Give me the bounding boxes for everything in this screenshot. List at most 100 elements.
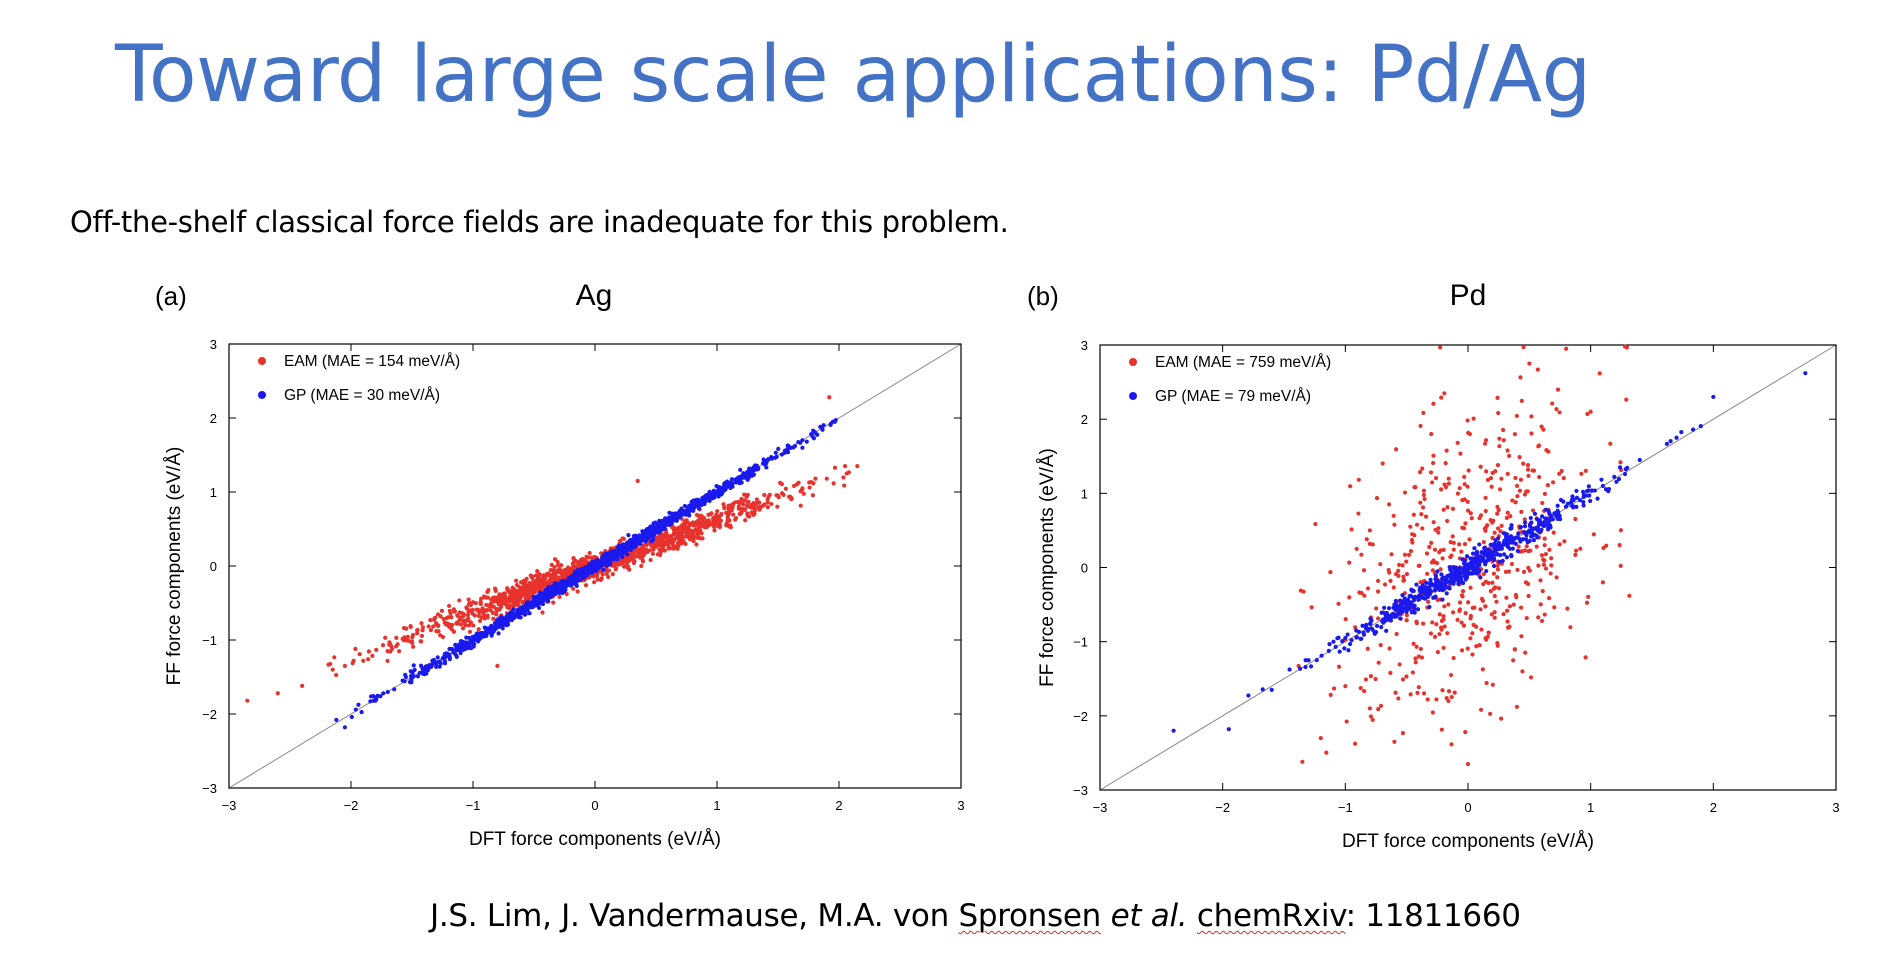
data-point <box>743 518 748 523</box>
data-point <box>1439 618 1445 624</box>
data-point <box>1465 571 1471 577</box>
data-point <box>1360 623 1365 628</box>
data-point <box>551 600 556 605</box>
data-point <box>475 639 481 644</box>
data-point <box>744 494 749 499</box>
data-point <box>1484 680 1489 686</box>
data-point <box>326 662 331 667</box>
data-point <box>517 584 522 590</box>
data-point <box>1597 371 1602 376</box>
data-point <box>1226 727 1231 732</box>
data-point <box>547 588 552 593</box>
data-point <box>638 553 643 558</box>
data-point <box>1415 607 1421 612</box>
data-point <box>1501 438 1506 443</box>
data-point <box>1449 694 1454 700</box>
data-point <box>447 657 452 662</box>
data-point <box>1527 361 1532 366</box>
data-point <box>625 552 630 557</box>
data-point <box>1412 485 1417 490</box>
data-point <box>1336 664 1342 669</box>
series-eam <box>1296 344 1632 767</box>
data-point <box>403 672 408 677</box>
data-point <box>1495 643 1500 648</box>
data-point <box>476 627 481 632</box>
data-point <box>1512 432 1518 437</box>
data-point <box>1541 562 1546 567</box>
data-point <box>1477 542 1482 547</box>
data-point <box>1505 510 1510 515</box>
chart-panel-ag: −3 −2 −1 0 1 2 3 −3 −2 −1 0 1 2 3 (a) Ag DFT force compo… <box>155 279 965 850</box>
data-point <box>1459 648 1465 653</box>
data-point <box>1569 497 1575 502</box>
data-point <box>606 574 611 580</box>
data-point <box>693 528 699 533</box>
data-point <box>1491 557 1497 562</box>
data-point <box>361 658 366 663</box>
data-point <box>448 611 453 616</box>
data-point <box>507 597 512 602</box>
data-point <box>551 574 557 579</box>
data-point <box>546 584 551 589</box>
data-point <box>587 565 592 570</box>
data-point <box>1318 735 1323 741</box>
data-point <box>1481 582 1486 587</box>
data-point <box>1495 536 1501 541</box>
data-point <box>1542 558 1547 563</box>
data-point <box>1419 512 1424 517</box>
data-point <box>739 506 744 512</box>
data-point <box>562 586 567 591</box>
data-point <box>1463 521 1468 526</box>
data-point <box>571 555 576 561</box>
data-point <box>381 691 386 696</box>
data-point <box>1433 573 1439 578</box>
data-point <box>1584 600 1590 605</box>
data-point <box>478 635 484 640</box>
data-point <box>626 533 631 538</box>
data-point <box>1514 704 1520 709</box>
data-point <box>690 520 696 525</box>
data-point <box>1495 575 1500 580</box>
data-point <box>738 511 743 517</box>
data-point <box>1603 487 1609 492</box>
data-point <box>1488 476 1494 481</box>
data-point <box>415 631 420 636</box>
data-point <box>833 417 838 423</box>
data-point <box>353 646 358 651</box>
data-point <box>1482 441 1488 446</box>
data-point <box>523 606 529 611</box>
data-point <box>540 596 545 602</box>
data-point <box>1484 568 1489 574</box>
x-tick-label: −1 <box>1338 800 1353 815</box>
data-point <box>466 616 471 621</box>
data-point <box>1414 582 1419 587</box>
data-point <box>1495 511 1500 516</box>
data-point <box>538 600 543 605</box>
data-point <box>1448 672 1454 678</box>
data-point <box>455 613 460 618</box>
data-point <box>1504 515 1509 520</box>
data-point <box>1581 494 1586 500</box>
data-point <box>373 695 378 700</box>
data-point <box>592 580 597 585</box>
x-tick-label: 2 <box>1710 800 1717 815</box>
data-point <box>1477 558 1482 563</box>
data-point <box>1518 605 1524 610</box>
data-point <box>442 654 447 659</box>
data-point <box>1543 507 1548 512</box>
data-point <box>1413 660 1418 665</box>
data-point <box>745 503 750 508</box>
data-point <box>1365 646 1370 651</box>
data-point <box>821 423 826 428</box>
data-point <box>1434 697 1439 702</box>
data-point <box>1544 516 1549 521</box>
data-point <box>1498 529 1503 534</box>
data-point <box>1413 656 1418 661</box>
data-point <box>742 507 747 512</box>
data-point <box>1544 448 1549 453</box>
data-point <box>1539 553 1545 558</box>
data-point <box>457 598 462 603</box>
data-point <box>1518 477 1524 482</box>
data-point <box>1393 601 1398 606</box>
data-point <box>1503 537 1508 543</box>
